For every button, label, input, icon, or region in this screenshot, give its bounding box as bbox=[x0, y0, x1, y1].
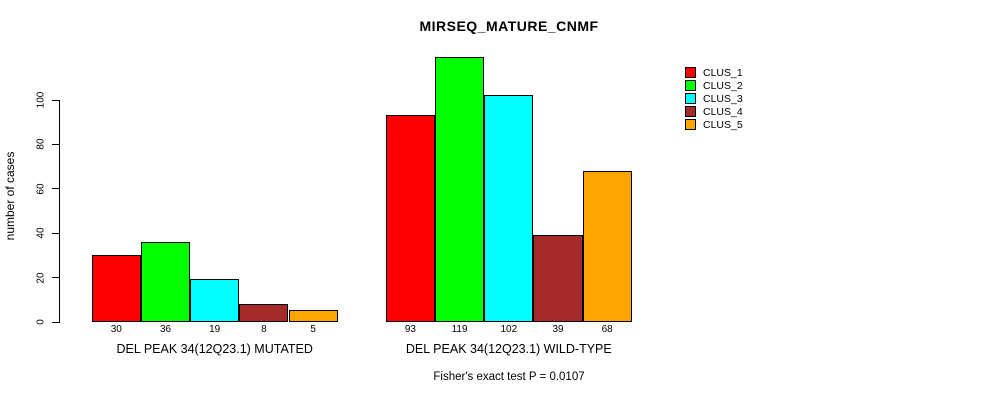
legend-swatch-icon bbox=[685, 119, 696, 130]
bar-clus_1-group2 bbox=[385, 115, 435, 323]
legend-swatch-icon bbox=[685, 80, 696, 91]
legend-item-clus_3: CLUS_3 bbox=[685, 92, 743, 105]
y-axis-tick bbox=[52, 188, 59, 190]
legend-item-clus_5: CLUS_5 bbox=[685, 118, 743, 131]
bar-value-label: 102 bbox=[500, 324, 518, 335]
bar-value-label: 8 bbox=[261, 324, 267, 335]
y-axis-tick bbox=[52, 321, 59, 323]
bar-clus_1-group1 bbox=[91, 254, 141, 323]
bar-value-label: 119 bbox=[451, 324, 468, 335]
bar-clus_5-group1 bbox=[288, 310, 338, 323]
bar-value-label: 93 bbox=[404, 324, 416, 335]
y-axis-tick-label: 40 bbox=[35, 227, 47, 239]
legend-swatch-icon bbox=[685, 67, 696, 78]
y-axis-tick-label: 0 bbox=[35, 319, 47, 325]
y-axis-tick-label: 60 bbox=[35, 183, 47, 195]
bar-clus_5-group2 bbox=[582, 170, 632, 323]
group-label: DEL PEAK 34(12Q23.1) MUTATED bbox=[116, 342, 313, 356]
legend-swatch-icon bbox=[685, 93, 696, 104]
group-label: DEL PEAK 34(12Q23.1) WILD-TYPE bbox=[405, 342, 612, 356]
y-axis-tick bbox=[52, 232, 59, 234]
y-axis-tick bbox=[52, 277, 59, 279]
y-axis-label: number of cases bbox=[3, 151, 17, 241]
bar-clus_2-group1 bbox=[140, 241, 191, 323]
legend-label: CLUS_2 bbox=[703, 79, 743, 92]
legend-label: CLUS_4 bbox=[703, 105, 743, 118]
legend-item-clus_4: CLUS_4 bbox=[685, 105, 743, 118]
bar-clus_4-group2 bbox=[533, 234, 583, 323]
bar-clus_3-group1 bbox=[190, 279, 240, 323]
legend-label: CLUS_3 bbox=[703, 92, 743, 105]
bar-clus_4-group1 bbox=[239, 303, 289, 323]
bar-clus_2-group2 bbox=[435, 57, 485, 323]
y-axis-tick bbox=[52, 143, 59, 145]
y-axis-tick bbox=[52, 99, 59, 101]
bar-value-label: 5 bbox=[310, 324, 316, 335]
y-axis-line bbox=[59, 99, 60, 323]
legend-label: CLUS_1 bbox=[703, 66, 743, 79]
legend-swatch-icon bbox=[685, 106, 696, 117]
legend-label: CLUS_5 bbox=[703, 118, 743, 131]
bar-value-label: 68 bbox=[601, 324, 613, 335]
bar-value-label: 19 bbox=[209, 324, 221, 335]
y-axis-tick-label: 20 bbox=[35, 272, 47, 284]
y-axis-tick-label: 100 bbox=[35, 91, 47, 109]
legend-item-clus_1: CLUS_1 bbox=[685, 66, 743, 79]
bar-clus_3-group2 bbox=[484, 95, 534, 323]
legend: CLUS_1 CLUS_2 CLUS_3 CLUS_4 CLUS_5 bbox=[685, 66, 743, 131]
legend-item-clus_2: CLUS_2 bbox=[685, 79, 743, 92]
footnote-text: Fisher's exact test P = 0.0107 bbox=[433, 371, 585, 383]
bar-value-label: 30 bbox=[110, 324, 122, 335]
bar-value-label: 39 bbox=[552, 324, 564, 335]
y-axis-tick-label: 80 bbox=[35, 138, 47, 150]
chart-title: MIRSEQ_MATURE_CNMF bbox=[419, 18, 599, 34]
bar-value-label: 36 bbox=[159, 324, 172, 335]
